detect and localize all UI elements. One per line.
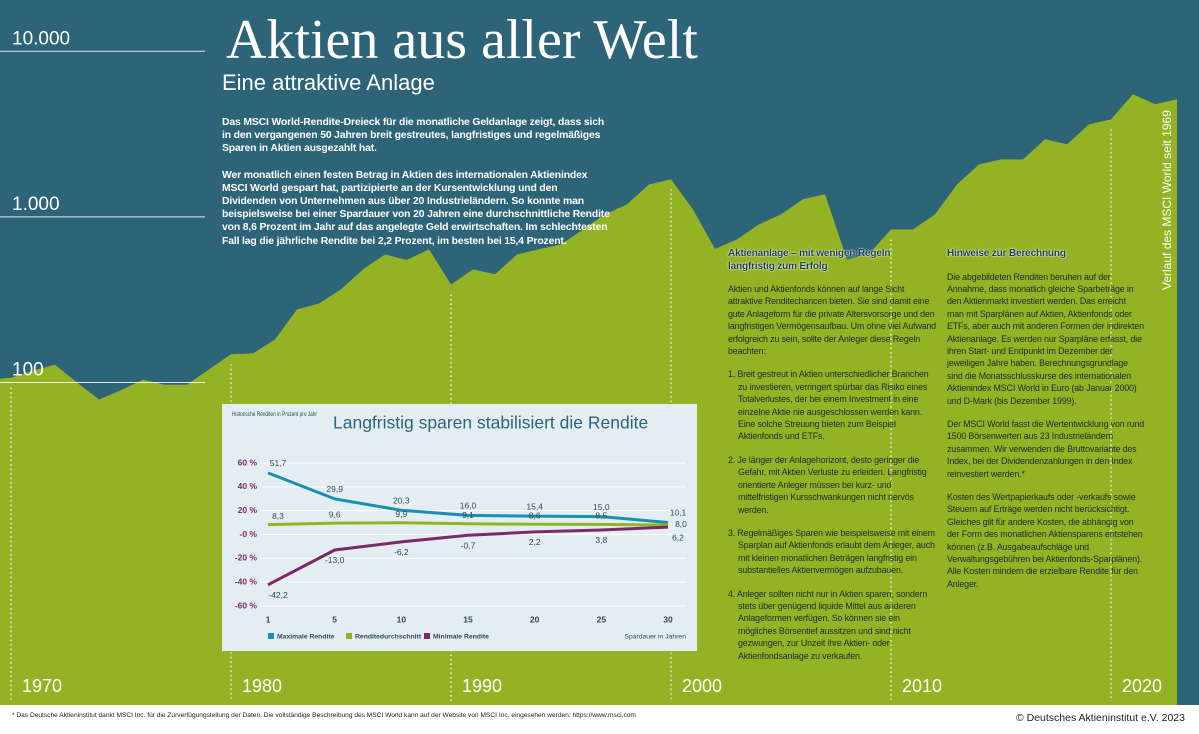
y-tick-label: -40 % xyxy=(235,576,258,586)
data-label: -0,7 xyxy=(461,541,476,551)
section-heading: Hinweise zur Berechnung xyxy=(947,248,1066,259)
x-tick-label: 1 xyxy=(266,614,271,624)
y-tick-label: 10.000 xyxy=(12,28,70,49)
data-label: -6,2 xyxy=(394,547,409,557)
section-heading: Aktienanlage – mit wenigen Regeln langfr… xyxy=(728,248,891,272)
data-label: 9,6 xyxy=(329,509,341,519)
copyright: © Deutsches Aktieninstitut e.V. 2023 xyxy=(1015,712,1185,724)
x-tick-label: 30 xyxy=(663,614,673,624)
intro: Das MSCI World-Rendite-Dreieck für die m… xyxy=(222,116,614,261)
x-tick-label: 2000 xyxy=(682,676,722,696)
data-label: 3,8 xyxy=(595,535,607,545)
data-label: 15,0 xyxy=(593,502,610,512)
series-line xyxy=(267,471,669,524)
data-label: -13,0 xyxy=(325,555,345,565)
data-label: 16,0 xyxy=(460,501,477,511)
legend-swatch xyxy=(424,633,430,639)
paragraph: Kosten des Wertpapierkaufs oder -verkauf… xyxy=(947,492,1143,589)
chart-panel xyxy=(222,404,697,651)
legend-label: Renditedurchschnitt xyxy=(355,633,422,640)
section: Hinweise zur Berechnung Die abgebildeten… xyxy=(947,248,1145,601)
x-tick-label: 25 xyxy=(597,614,607,624)
rule-list: 1. Breit gestreut in Aktien unterschiedl… xyxy=(728,368,936,662)
legend-label: Minimale Rendite xyxy=(433,633,489,640)
legend-swatch xyxy=(346,633,352,639)
footnote: * Das Deutsche Aktieninstitut dankt MSCI… xyxy=(12,712,636,719)
y-tick-label: 20 % xyxy=(238,505,258,515)
data-label: 2,2 xyxy=(529,537,541,547)
data-label: 8,0 xyxy=(675,519,687,529)
data-label: -42,2 xyxy=(268,590,288,600)
legend-swatch xyxy=(268,633,274,639)
data-label: 9,1 xyxy=(462,510,474,520)
chart-title: Langfristig sparen stabilisiert die Rend… xyxy=(333,413,648,433)
paragraph: Die abgebildeten Renditen beruhen auf de… xyxy=(947,271,1144,406)
legend-label: Maximale Rendite xyxy=(277,633,335,640)
section: Aktienanlage – mit wenigen Regeln langfr… xyxy=(728,248,936,673)
data-label: 8,3 xyxy=(272,511,284,521)
axis-title: Historische Renditen in Prozent pro Jahr xyxy=(232,411,318,418)
data-label: 51,7 xyxy=(270,458,287,468)
y-tick-label: 1.000 xyxy=(12,194,60,215)
x-tick-label: 1970 xyxy=(22,676,62,696)
data-label: 9,9 xyxy=(395,509,407,519)
title: Aktien aus aller Welt xyxy=(216,8,708,72)
y-tick-label: -20 % xyxy=(235,553,258,563)
data-label: 20,3 xyxy=(393,496,410,506)
x-tick-label: 5 xyxy=(332,614,337,624)
series-line xyxy=(267,525,669,587)
data-label: 8,5 xyxy=(595,511,607,521)
y-tick-label: -60 % xyxy=(235,600,258,610)
data-label: 29,9 xyxy=(326,484,343,494)
rule-item: 3. Regelmäßiges Sparen wie beispielsweis… xyxy=(728,527,935,576)
x-tick-label: 20 xyxy=(530,614,540,624)
axis-title: Verlauf des MSCI World seit 1969 xyxy=(1160,110,1174,290)
paragraph: Der MSCI World fasst die Wertentwicklung… xyxy=(947,418,1145,479)
x-tick-label: 2010 xyxy=(902,676,942,696)
rule-item: 4. Anleger sollten nicht nur in Aktien s… xyxy=(728,588,928,661)
x-tick-label: 10 xyxy=(397,614,407,624)
paragraph: Aktien und Aktienfonds können auf lange … xyxy=(728,284,936,357)
series-line xyxy=(267,521,669,527)
x-axis-title: Spardauer in Jahren xyxy=(624,633,686,640)
x-tick-label: 2020 xyxy=(1122,676,1162,696)
rule-item: 1. Breit gestreut in Aktien unterschiedl… xyxy=(728,369,929,442)
y-tick-label: -0 % xyxy=(240,529,258,539)
data-label: 15,4 xyxy=(526,501,543,511)
y-tick-label: 40 % xyxy=(238,481,258,491)
x-tick-label: 15 xyxy=(463,614,473,624)
subtitle: Eine attraktive Anlage xyxy=(222,70,435,95)
intro-paragraph: Wer monatlich einen festen Betrag in Akt… xyxy=(222,169,610,247)
intro-paragraph: Das MSCI World-Rendite-Dreieck für die m… xyxy=(222,117,605,155)
y-tick-label: 100 xyxy=(12,360,44,381)
returns-chart: Langfristig sparen stabilisiert die Rend… xyxy=(222,404,697,651)
data-label: 10,1 xyxy=(670,508,687,518)
x-tick-label: 1990 xyxy=(462,676,502,696)
x-tick-label: 1980 xyxy=(242,676,282,696)
data-label: 6,2 xyxy=(672,532,684,542)
y-tick-label: 60 % xyxy=(238,457,258,467)
rule-item: 2. Je länger der Anlagehorizont, desto g… xyxy=(728,454,927,515)
data-label: 8,6 xyxy=(529,511,541,521)
